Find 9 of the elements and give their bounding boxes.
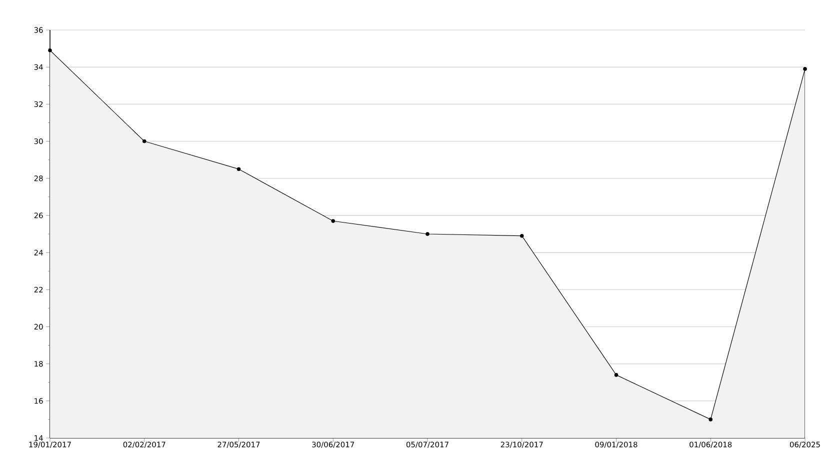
point [236, 167, 241, 171]
point [426, 232, 430, 236]
point [48, 48, 52, 52]
point [708, 418, 713, 422]
point [614, 373, 618, 377]
point [803, 67, 807, 71]
point [142, 139, 146, 144]
point [331, 219, 336, 223]
point [520, 234, 524, 238]
